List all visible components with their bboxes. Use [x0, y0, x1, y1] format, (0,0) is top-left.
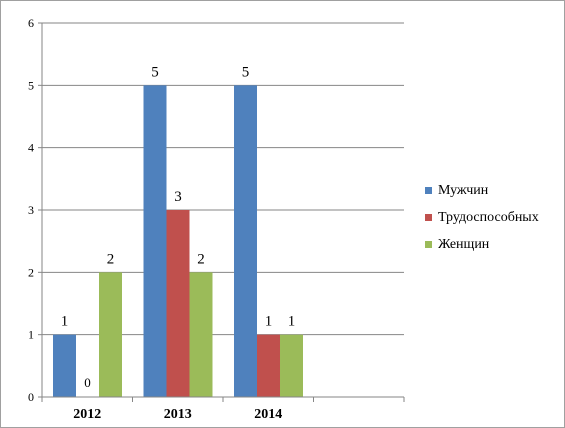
- legend-swatch-men: [425, 187, 432, 194]
- x-tick-label-2013: 2013: [164, 407, 192, 422]
- bar-2012-series-0: [53, 334, 76, 397]
- bar-2013-series-1: [166, 210, 190, 397]
- bar-2014-series-0: [234, 85, 257, 397]
- legend: Мужчин Трудоспособных Женщин: [425, 177, 565, 258]
- legend-label-women: Женщин: [438, 236, 490, 252]
- legend-item-working-age: Трудоспособных: [425, 204, 565, 231]
- legend-label-men: Мужчин: [438, 182, 489, 198]
- y-tick-label-3: 3: [28, 203, 34, 217]
- y-axis-ticks: 0 1 2 3 4 5 6: [28, 16, 43, 404]
- bar-2013-series-2: [189, 272, 213, 397]
- x-tick-label-2014: 2014: [254, 407, 282, 422]
- y-tick-label-6: 6: [28, 16, 34, 30]
- data-label-2012-series-1: 0: [84, 375, 91, 390]
- bar-2014-series-1: [257, 334, 280, 397]
- legend-item-men: Мужчин: [425, 177, 565, 204]
- bar-2014-series-2: [280, 334, 303, 397]
- data-label-2013-series-0: 5: [151, 64, 159, 80]
- y-tick-label-4: 4: [28, 141, 34, 155]
- x-axis: 2012 2013 2014: [41, 396, 405, 422]
- data-label-2013-series-2: 2: [197, 251, 205, 267]
- legend-label-working-age: Трудоспособных: [438, 209, 539, 225]
- y-tick-label-0: 0: [28, 390, 34, 404]
- data-label-2013-series-1: 3: [174, 189, 182, 205]
- gridlines: [42, 22, 404, 398]
- x-tick-label-2012: 2012: [73, 407, 101, 422]
- data-label-2012-series-0: 1: [61, 314, 69, 330]
- bar-2012-series-2: [99, 272, 122, 397]
- legend-swatch-women: [425, 241, 432, 248]
- y-tick-label-1: 1: [28, 328, 34, 342]
- bars: [53, 85, 303, 397]
- legend-item-women: Женщин: [425, 231, 565, 258]
- y-tick-label-5: 5: [28, 78, 34, 92]
- legend-swatch-working-age: [425, 214, 432, 221]
- data-label-2014-series-1: 1: [265, 314, 273, 330]
- y-tick-label-2: 2: [28, 265, 34, 279]
- data-label-2012-series-2: 2: [107, 251, 115, 267]
- data-label-2014-series-2: 1: [288, 314, 296, 330]
- data-label-2014-series-0: 5: [242, 64, 250, 80]
- bar-2013-series-0: [143, 85, 167, 397]
